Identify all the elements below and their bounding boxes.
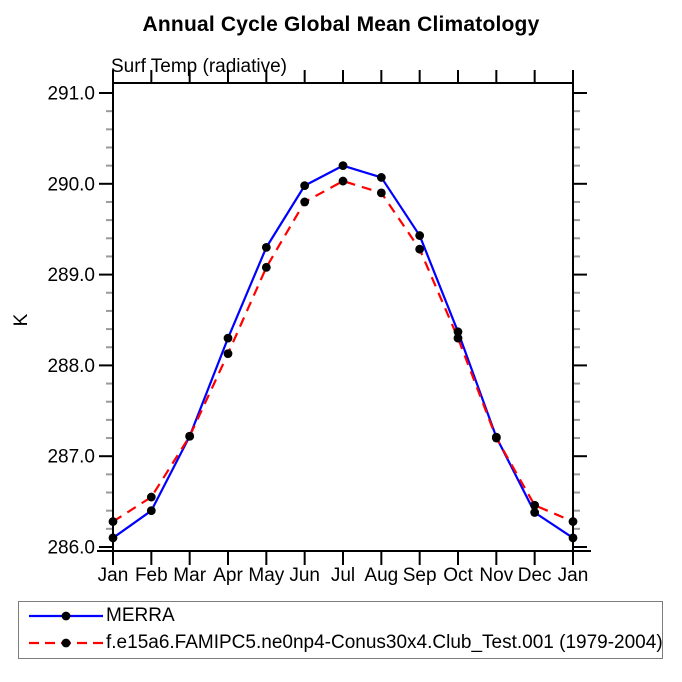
chart-title: Annual Cycle Global Mean Climatology (142, 13, 540, 36)
chart-subtitle: Surf Temp (radiative) (111, 56, 287, 77)
model-marker (338, 176, 348, 186)
x-tick-label: Sep (403, 565, 437, 586)
model-line-sample (29, 638, 103, 648)
merra-sample-marker (61, 611, 71, 621)
merra-marker (338, 161, 348, 171)
x-tick-label: Oct (443, 565, 473, 586)
merra-marker (453, 327, 463, 337)
model-line (112, 179, 574, 523)
model-marker (530, 500, 540, 510)
model-marker (491, 433, 501, 443)
x-tick-label: Jan (558, 565, 589, 586)
model-sample-marker (61, 638, 71, 648)
y-tick-label: 291.0 (47, 84, 95, 105)
merra-marker (300, 181, 310, 191)
merra-marker (223, 333, 233, 343)
model-marker (568, 517, 578, 526)
model-marker (261, 262, 271, 272)
merra-marker (261, 242, 271, 252)
model-marker (453, 333, 463, 343)
merra-line-sample (29, 611, 103, 621)
merra-marker (568, 533, 578, 543)
x-tick-label: Mar (173, 565, 206, 586)
legend-item-merra: MERRA (28, 603, 662, 629)
x-tick-label: Nov (479, 565, 513, 586)
merra-marker (108, 533, 118, 543)
y-tick-label: 288.0 (47, 356, 95, 377)
plot-border (112, 82, 574, 552)
merra-marker (376, 173, 386, 182)
model-marker (300, 197, 310, 207)
model-marker (376, 188, 386, 198)
y-tick-label: 286.0 (47, 538, 95, 559)
x-tick-label: Aug (364, 565, 398, 586)
merra-marker (146, 506, 156, 516)
legend-label-merra: MERRA (106, 605, 175, 627)
x-tick-label: Jul (331, 565, 355, 586)
model-marker (223, 349, 233, 358)
legend-item-model: f.e15a6.FAMIPC5.ne0np4-Conus30x4.Club_Te… (28, 630, 663, 656)
legend: MERRA f.e15a6.FAMIPC5.ne0np4-Conus30x4.C… (18, 601, 663, 659)
x-tick-label: Feb (135, 565, 168, 586)
merra-line (112, 164, 574, 539)
y-tick-label: 287.0 (47, 447, 95, 468)
x-tick-label: Apr (213, 565, 243, 586)
y-tick-label: 289.0 (47, 265, 95, 286)
x-tick-label: Jun (289, 565, 320, 586)
legend-label-model: f.e15a6.FAMIPC5.ne0np4-Conus30x4.Club_Te… (106, 631, 663, 653)
y-tick-label: 290.0 (47, 174, 95, 195)
model-marker (185, 431, 195, 441)
merra-marker (415, 231, 425, 240)
model-marker (415, 244, 425, 254)
x-tick-label: Jan (98, 565, 129, 586)
x-tick-label: Dec (518, 565, 552, 586)
merra-marker (530, 508, 540, 517)
model-marker (146, 492, 156, 502)
model-marker (108, 517, 118, 526)
x-tick-label: May (248, 565, 284, 586)
